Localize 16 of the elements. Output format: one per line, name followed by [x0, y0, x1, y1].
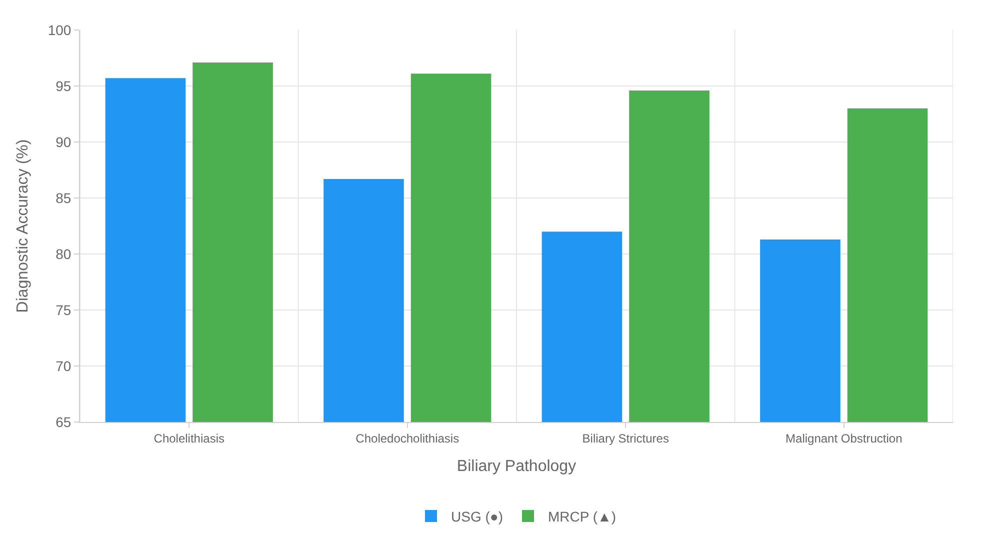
y-tick-label: 65	[56, 414, 72, 430]
y-tick-label: 70	[56, 358, 72, 374]
x-tick-label: Choledocholithiasis	[356, 431, 460, 446]
y-tick-label: 75	[56, 302, 72, 318]
x-tick-label: Cholelithiasis	[154, 431, 224, 446]
legend-label: MRCP (▲)	[548, 508, 616, 524]
x-axis-title: Biliary Pathology	[456, 458, 576, 476]
x-tick-label: Malignant Obstruction	[786, 431, 902, 446]
y-tick-label: 90	[56, 134, 72, 150]
x-tick-label: Biliary Strictures	[582, 431, 669, 446]
y-tick-label: 80	[56, 246, 72, 262]
legend-label: USG (●)	[451, 508, 504, 524]
y-tick-label: 100	[48, 22, 72, 38]
y-tick-label: 95	[56, 78, 72, 94]
y-tick-label: 85	[56, 190, 72, 206]
y-axis-title: Diagnostic Accuracy (%)	[14, 139, 32, 313]
